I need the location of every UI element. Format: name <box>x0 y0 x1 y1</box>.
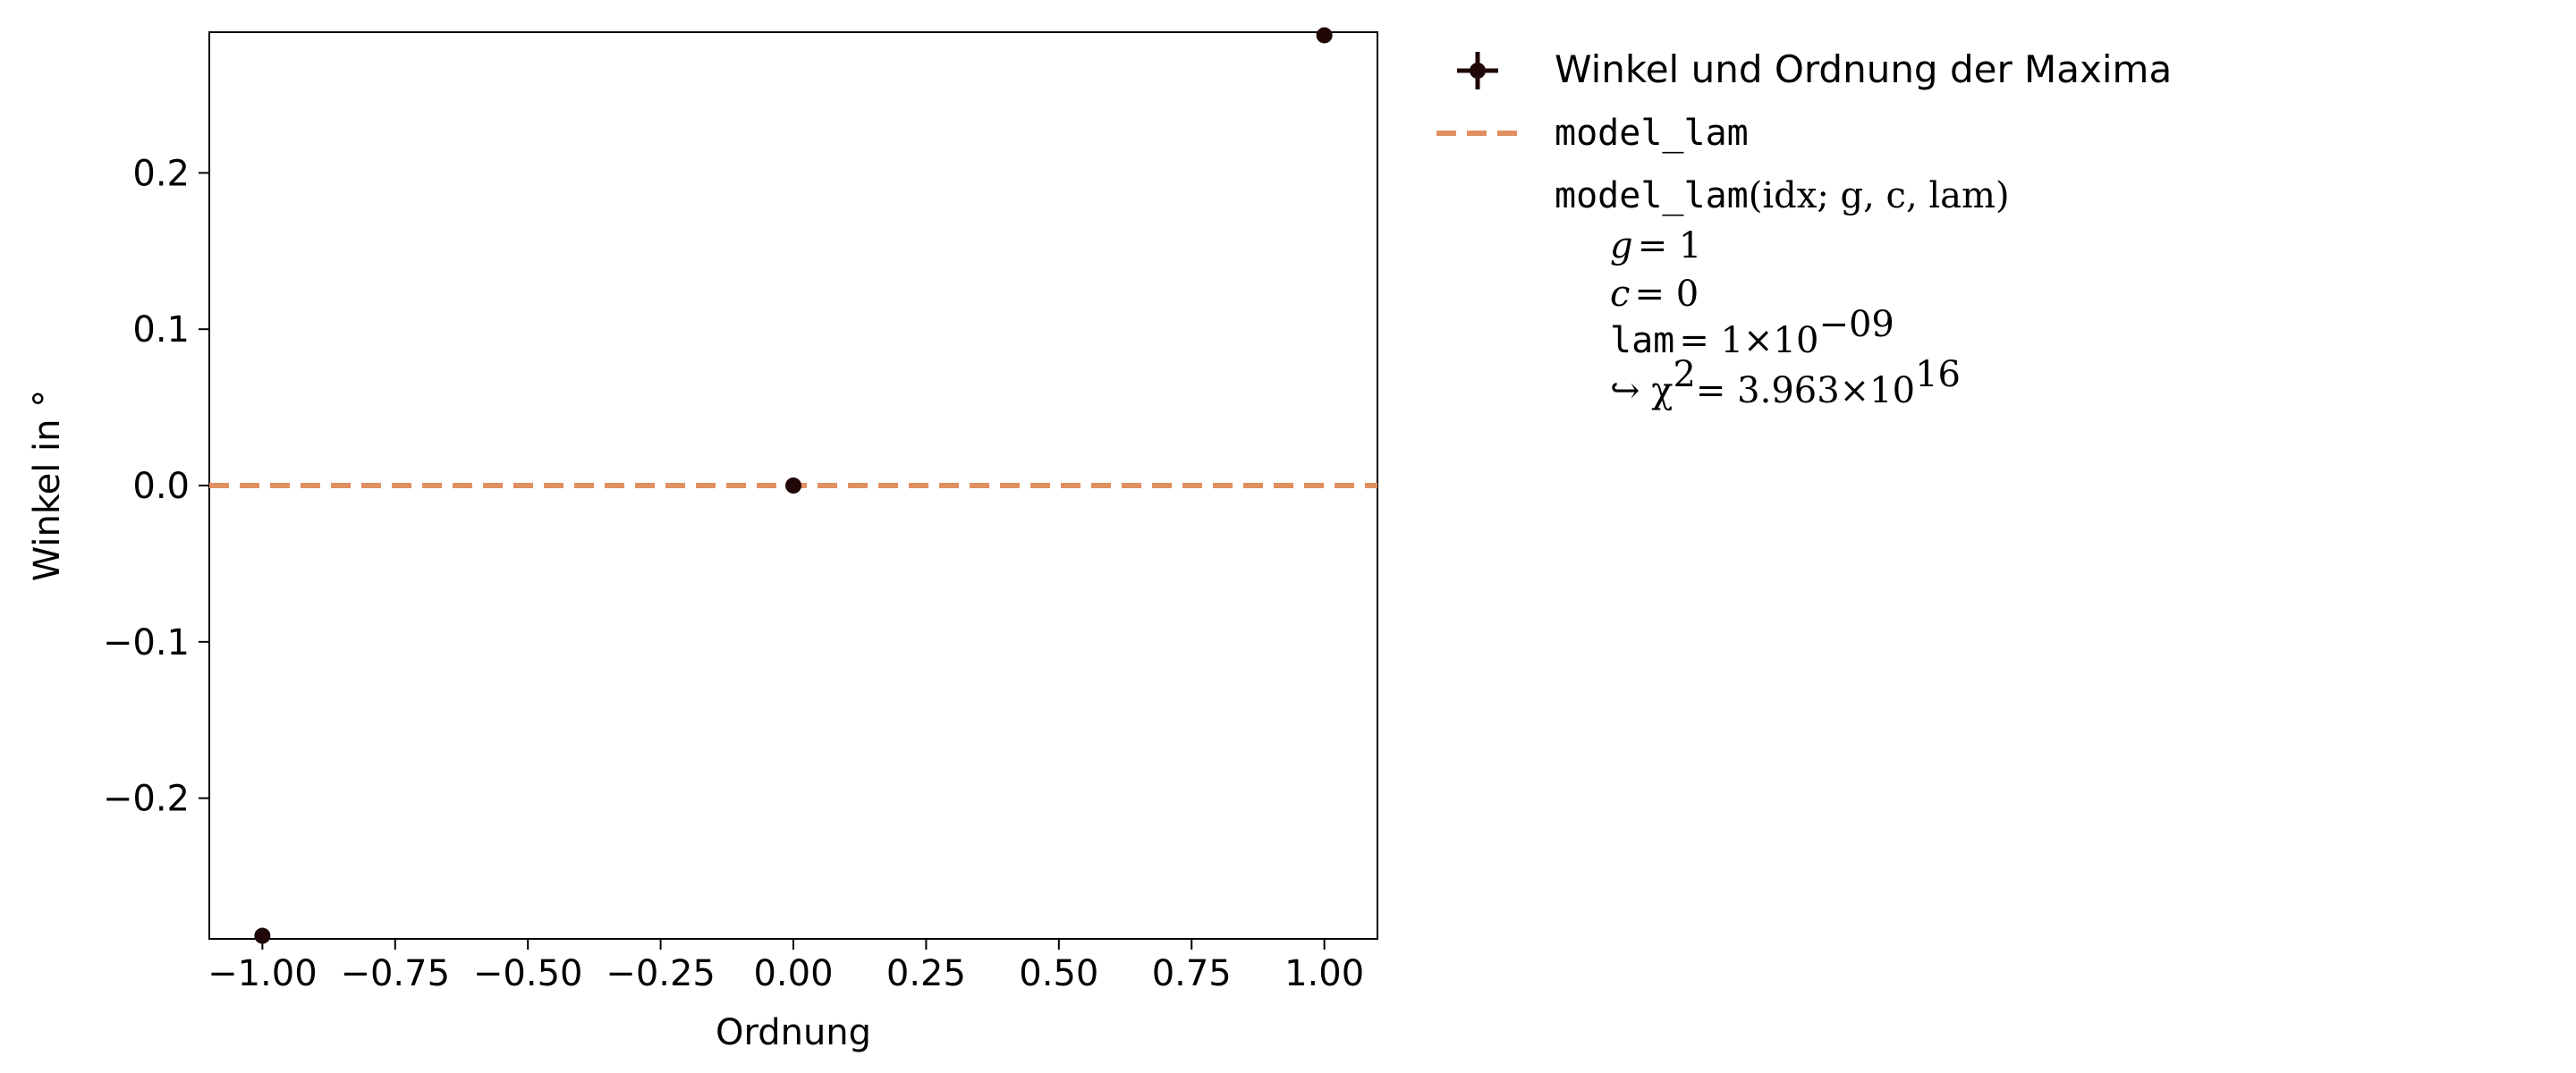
legend-label-model: model_lam <box>1555 113 1749 154</box>
fit-formula-args: (idx; g, c, lam) <box>1749 175 2010 216</box>
x-axis: −1.00 −0.75 −0.50 −0.25 0.00 0.25 0.50 0.75 1.00 <box>208 939 1364 994</box>
data-point <box>254 927 271 944</box>
y-tick-label: −0.2 <box>103 779 190 820</box>
y-axis: 0.2 0.1 0.0 −0.1 −0.2 <box>103 153 209 820</box>
y-axis-label: Winkel in ° <box>27 390 68 582</box>
fit-param-c: c = 0 <box>1610 274 1699 315</box>
y-tick-label: −0.1 <box>103 622 190 663</box>
y-tick-label: 0.2 <box>132 153 190 194</box>
legend: Winkel und Ordnung der Maxima model_lam … <box>1436 47 2172 411</box>
data-point <box>785 477 801 494</box>
x-tick-label: 0.25 <box>886 953 966 994</box>
fit-param-lam: lam = 1×10−09 <box>1610 304 1894 361</box>
x-tick-label: −1.00 <box>208 953 318 994</box>
x-axis-label: Ordnung <box>716 1012 871 1053</box>
legend-label-maxima: Winkel und Ordnung der Maxima <box>1555 47 2172 91</box>
legend-marker-maxima <box>1457 52 1498 89</box>
y-tick-label: 0.0 <box>132 466 190 507</box>
x-tick-label: 1.00 <box>1284 953 1364 994</box>
fit-chi2: ↪ χ2= 3.963×1016 <box>1610 354 1961 411</box>
fit-param-g: g = 1 <box>1610 225 1701 266</box>
x-tick-label: 0.50 <box>1019 953 1098 994</box>
series-layer <box>209 27 1377 944</box>
x-tick-label: −0.50 <box>473 953 583 994</box>
fit-formula-name: model_lam <box>1555 175 1749 216</box>
x-tick-label: 0.00 <box>753 953 833 994</box>
x-tick-label: 0.75 <box>1152 953 1232 994</box>
x-tick-label: −0.25 <box>606 953 716 994</box>
data-point <box>1316 27 1333 44</box>
x-tick-label: −0.75 <box>340 953 450 994</box>
y-tick-label: 0.1 <box>132 309 190 351</box>
fit-formula: model_lam(idx; g, c, lam) <box>1555 175 2010 216</box>
